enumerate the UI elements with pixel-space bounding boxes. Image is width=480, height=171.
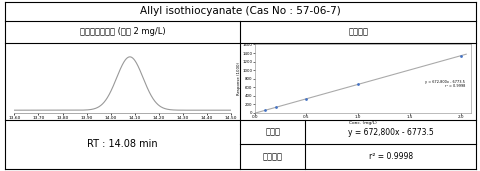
X-axis label: Conc. (mg/L): Conc. (mg/L) [348, 121, 376, 125]
Text: 검정공선: 검정공선 [348, 27, 368, 36]
Text: RT : 14.08 min: RT : 14.08 min [87, 140, 157, 149]
Text: Allyl isothiocyanate (Cas No : 57-06-7): Allyl isothiocyanate (Cas No : 57-06-7) [140, 6, 340, 16]
Text: 회귀식: 회귀식 [265, 128, 280, 137]
Point [261, 109, 268, 112]
Text: y = 672,800x - 6773.5
r² = 0.9998: y = 672,800x - 6773.5 r² = 0.9998 [424, 80, 464, 88]
Point [456, 54, 464, 57]
Y-axis label: Response (1000): Response (1000) [237, 62, 240, 95]
Text: 상관계수: 상관계수 [263, 152, 282, 161]
Point [353, 83, 361, 86]
Point [302, 97, 310, 100]
Point [271, 106, 279, 109]
Text: 크로마토그래프 (농도 2 mg/L): 크로마토그래프 (농도 2 mg/L) [80, 27, 165, 36]
Text: r² = 0.9998: r² = 0.9998 [368, 152, 412, 161]
Text: y = 672,800x - 6773.5: y = 672,800x - 6773.5 [347, 128, 433, 137]
